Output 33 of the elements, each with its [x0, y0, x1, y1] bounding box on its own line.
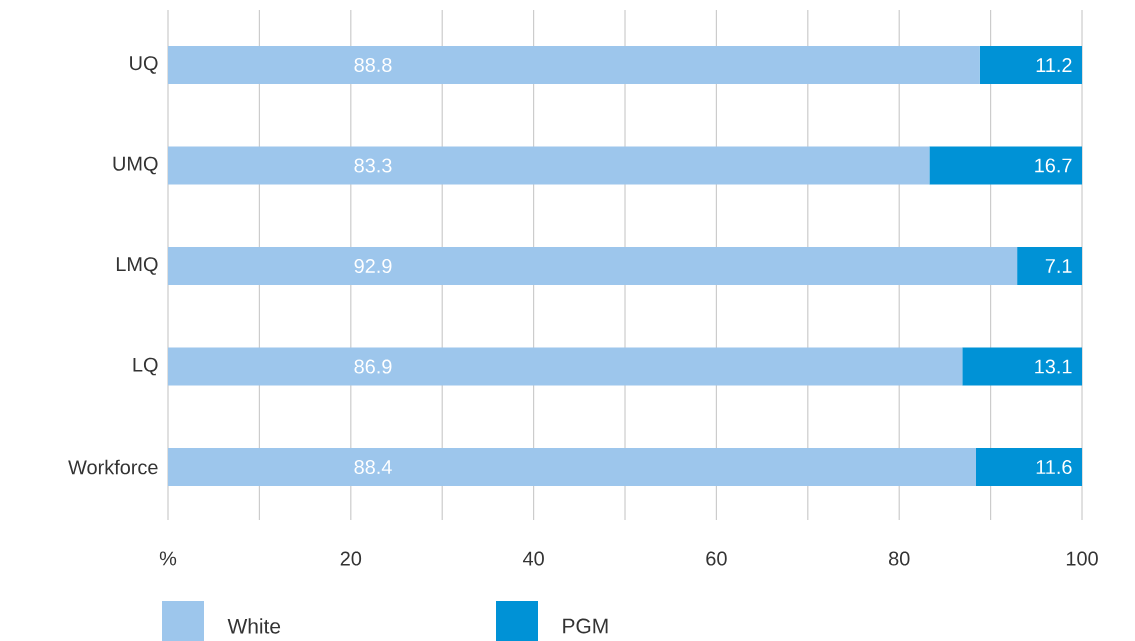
y-tick-label: LMQ	[116, 257, 158, 275]
y-tick-label: LQ	[133, 357, 158, 376]
y-tick-label: UMQ	[113, 156, 158, 175]
y-tick-label: Workforce	[68, 459, 158, 475]
bar	[929, 146, 1083, 185]
x-tick-label: 40	[522, 551, 544, 566]
bar	[168, 146, 930, 185]
x-tick-label: %	[159, 551, 177, 566]
bar	[168, 246, 1018, 285]
data-label: 11.6	[1036, 459, 1072, 475]
data-label: 92.9	[354, 258, 392, 274]
y-tick-label: UQ	[130, 56, 158, 74]
bar	[979, 45, 1083, 84]
legend-label: White	[227, 618, 281, 634]
data-label: 13.1	[1035, 359, 1072, 374]
bar	[975, 448, 1083, 487]
bar	[1017, 246, 1083, 285]
data-label: 88.4	[354, 459, 392, 475]
x-tick-label: 80	[888, 551, 910, 566]
legend-label: PGM	[563, 618, 608, 634]
x-tick-label: 100	[1066, 551, 1098, 566]
bar	[168, 448, 976, 487]
x-tick-label: 20	[340, 551, 362, 566]
bar	[168, 45, 980, 84]
bar	[962, 347, 1083, 386]
data-label: 83.3	[354, 158, 392, 173]
x-tick-label: 60	[706, 551, 727, 566]
data-label: 86.9	[354, 359, 392, 374]
data-label: 11.2	[1036, 58, 1072, 72]
data-label: 16.7	[1035, 158, 1072, 173]
data-label: 7.1	[1045, 259, 1072, 273]
data-label: 88.8	[354, 57, 392, 73]
bar	[168, 347, 963, 386]
